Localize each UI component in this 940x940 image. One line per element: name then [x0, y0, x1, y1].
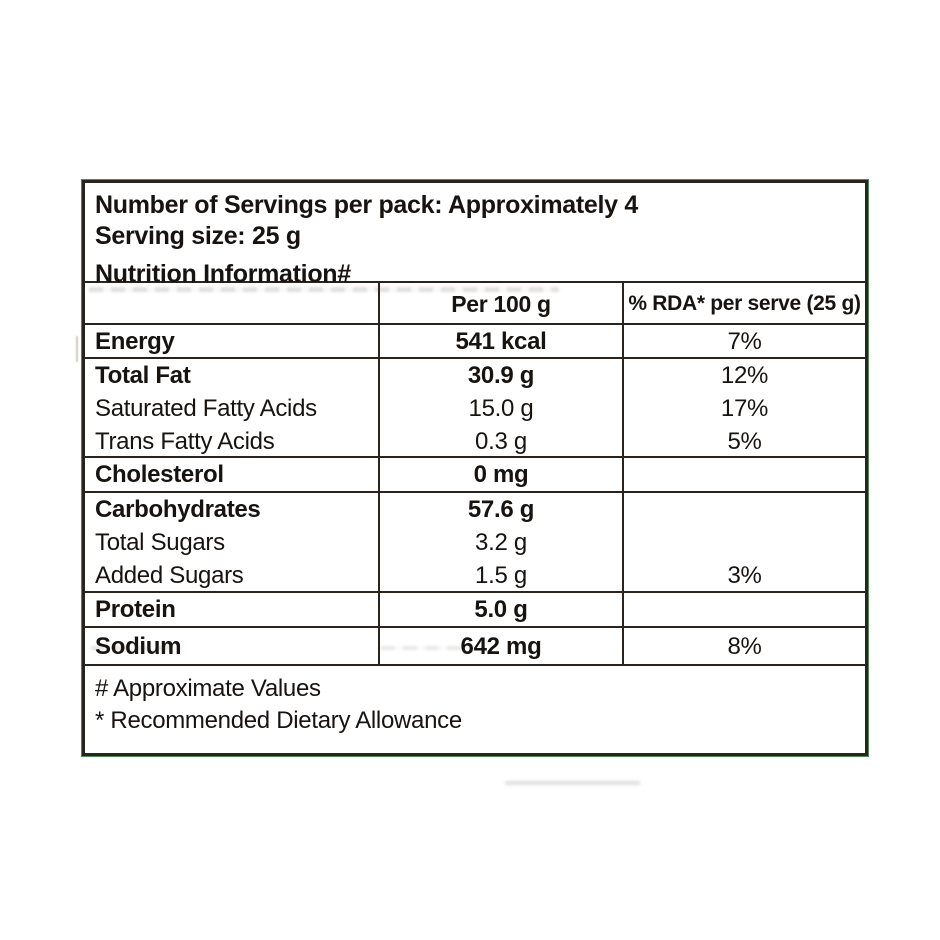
footnote-approximate-values: # Approximate Values	[95, 675, 321, 702]
table-row-sodium: Sodium 642 mg 8%	[85, 628, 865, 666]
nutrient-name: Energy	[95, 328, 175, 355]
table-row-total-fat-group: Total Fat Saturated Fatty Acids Trans Fa…	[85, 359, 865, 458]
nutrient-name: Cholesterol	[95, 461, 224, 488]
scan-artifact	[76, 336, 78, 362]
label-header: Number of Servings per pack: Approximate…	[85, 183, 865, 288]
servings-per-pack-line: Number of Servings per pack: Approximate…	[95, 191, 638, 219]
column-header-nutrient	[85, 283, 378, 325]
nutrient-name: Carbohydrates Total Sugars Added Sugars	[95, 496, 261, 589]
nutrient-name: Sodium	[95, 632, 182, 660]
nutrient-value: 5.0 g	[378, 593, 622, 626]
nutrition-information-title: Nutrition Information#	[95, 260, 351, 288]
nutrient-value: 0 mg	[378, 458, 622, 491]
nutrient-name: Protein	[95, 596, 176, 623]
nutrient-rda	[622, 593, 865, 626]
nutrient-name: Total Fat Saturated Fatty Acids Trans Fa…	[95, 362, 317, 455]
table-row-cholesterol: Cholesterol 0 mg	[85, 458, 865, 493]
nutrient-rda: 12% 17% 5%	[622, 359, 865, 458]
table-row-carbohydrates-group: Carbohydrates Total Sugars Added Sugars …	[85, 493, 865, 593]
scan-artifact	[505, 781, 640, 785]
column-header-row: Per 100 g % RDA* per serve (25 g)	[85, 283, 865, 325]
table-row-protein: Protein 5.0 g	[85, 593, 865, 628]
nutrient-rda: 3%	[622, 493, 865, 592]
nutrient-value: 541 kcal	[378, 325, 622, 358]
table-row-energy: Energy 541 kcal 7%	[85, 325, 865, 359]
nutrient-value: 642 mg	[378, 628, 622, 664]
footnote-recommended-dietary-allowance: * Recommended Dietary Allowance	[95, 707, 462, 734]
nutrient-rda: 8%	[622, 628, 865, 664]
column-header-per-100g: Per 100 g	[378, 283, 622, 325]
serving-size-line: Serving size: 25 g	[95, 222, 301, 250]
nutrient-value: 30.9 g 15.0 g 0.3 g	[378, 359, 622, 458]
nutrient-value: 57.6 g 3.2 g 1.5 g	[378, 493, 622, 592]
nutrient-rda	[622, 458, 865, 491]
label-footnotes: # Approximate Values * Recommended Dieta…	[85, 666, 865, 753]
nutrient-rda: 7%	[622, 325, 865, 358]
nutrition-label-table: Number of Servings per pack: Approximate…	[81, 179, 869, 757]
column-header-rda-per-serve: % RDA* per serve (25 g)	[622, 283, 865, 325]
